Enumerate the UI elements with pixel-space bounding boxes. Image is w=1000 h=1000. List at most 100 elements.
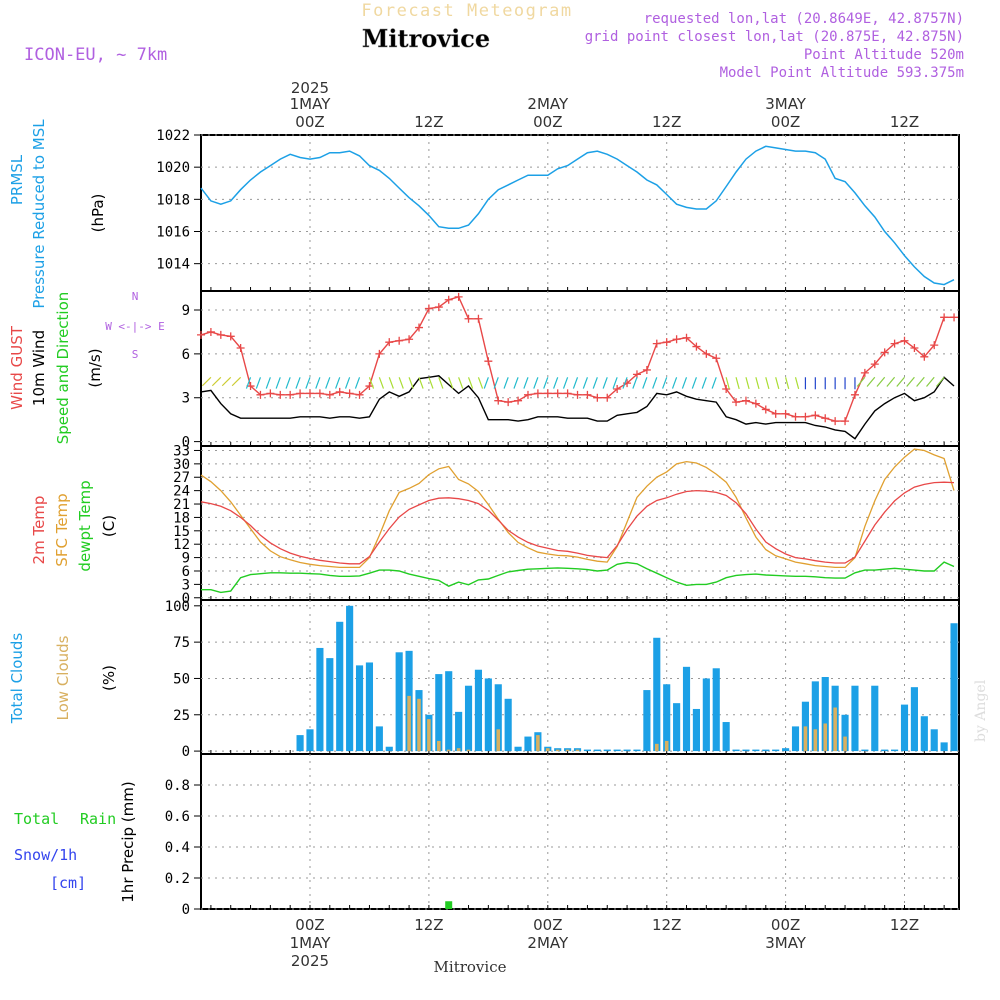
total-cloud-bar [762, 749, 770, 752]
total-cloud-bar [514, 746, 522, 752]
total-cloud-bar [742, 749, 750, 752]
y-tick-label: 6 [182, 347, 190, 363]
wind-dir-arrow [856, 376, 866, 387]
wind-dir-arrow [735, 377, 740, 390]
wind-dir-arrow [368, 377, 375, 389]
low-cloud-bar [437, 740, 441, 752]
temp-unit-label: (C) [100, 515, 118, 537]
total-cloud-bar [732, 749, 740, 752]
wind-dir-arrow [255, 377, 262, 389]
wind-dir-arrow [265, 377, 271, 389]
wind-dir-arrow [701, 377, 707, 389]
time-bottom-label: 00Z [295, 916, 324, 934]
wind-dir-label: Speed and Direction [54, 292, 72, 445]
pressure-label-prmsl: PRMSL [8, 154, 26, 205]
clouds-unit-label: (%) [100, 665, 118, 691]
low-cloud-bar [843, 736, 847, 752]
y-tick-label: 18 [173, 510, 190, 526]
wind-dir-arrow [642, 377, 648, 389]
compass-north: N [132, 290, 139, 303]
wind-gust-marker [464, 314, 473, 323]
total-clouds-label: Total Clouds [8, 633, 26, 725]
wind-gust-marker [325, 390, 334, 399]
low-cloud-bar [823, 723, 828, 752]
total-cloud-bar [811, 681, 819, 752]
wind-gust-marker [305, 389, 314, 398]
wind-dir-arrow [477, 377, 484, 389]
wind-gust-marker [771, 409, 780, 418]
wind-gust-marker [444, 295, 453, 304]
wind-dir-arrow [711, 377, 717, 389]
total-cloud-bar [791, 726, 800, 752]
wind-gust-marker [890, 339, 899, 348]
wind-gust-marker [751, 399, 760, 408]
wind-dir-arrow [493, 377, 499, 389]
time-top-label: 3MAY [765, 95, 807, 113]
total-cloud-bar [504, 698, 512, 752]
total-cloud-bar [940, 742, 948, 752]
wind-dir-arrow [896, 376, 905, 387]
wind-dir-arrow [245, 377, 252, 389]
time-bottom-label: 1MAY [290, 934, 332, 952]
wind-gust-marker [910, 344, 919, 353]
wind-gust-marker [335, 387, 344, 396]
wind-gust-marker [296, 389, 305, 398]
time-top-label: 12Z [652, 113, 681, 131]
footer-location: Mitrovice [434, 958, 507, 976]
wind-gust-marker [652, 339, 661, 348]
time-bottom-label: 12Z [890, 916, 919, 934]
time-bottom-label: 2025 [291, 952, 329, 970]
y-tick-label: 0 [182, 744, 190, 760]
wind-gust-marker [286, 390, 295, 399]
wind-gust-marker [603, 393, 612, 402]
wind-gust-marker [405, 335, 414, 344]
y-tick-label: 25 [173, 708, 190, 724]
model-label: ICON-EU, ~ 7km [24, 45, 167, 65]
wind-dir-arrow [562, 377, 569, 389]
wind-gust-marker [315, 389, 324, 398]
wind-dir-arrow [662, 377, 668, 389]
wind-gust-marker [632, 370, 641, 379]
y-tick-label: 9 [182, 303, 190, 319]
compass-west-east: W <-|-> E [105, 320, 165, 333]
y-tick-label: 12 [173, 537, 190, 553]
time-top-label: 1MAY [290, 95, 332, 113]
wind-dir-arrow [305, 377, 311, 389]
total-cloud-bar [900, 704, 909, 752]
total-cloud-bar [336, 621, 344, 752]
y-tick-label: 0 [182, 435, 190, 451]
total-cloud-bar [920, 716, 928, 752]
total-cloud-bar [663, 684, 671, 752]
wind-dir-arrow [794, 377, 800, 390]
y-tick-label: 21 [173, 497, 190, 513]
low-cloud-bar [803, 726, 808, 752]
wind-dir-arrow [916, 376, 925, 387]
y-tick-label: 0.6 [165, 809, 190, 825]
wind-dir-arrow [503, 377, 509, 389]
total-cloud-bar [950, 623, 958, 752]
total-cloud-bar [306, 729, 314, 752]
wind-dir-arrow [553, 377, 559, 389]
wind-dir-arrow [448, 377, 454, 389]
wind-gust-marker [236, 344, 245, 353]
wind-gust-marker [583, 390, 592, 399]
total-cloud-bar [861, 749, 869, 752]
wind-gust-marker [226, 332, 235, 341]
wind-dir-arrow [691, 377, 697, 389]
time-top-label: 2MAY [527, 95, 569, 113]
time-top-year: 2025 [291, 79, 329, 97]
time-top-label: 00Z [771, 113, 800, 131]
precip-total-label: Total [14, 810, 59, 828]
wind-gust-marker [831, 417, 840, 426]
wind-gust-marker [741, 396, 750, 405]
panel-frame-precip [200, 753, 960, 910]
precip-rain-label: Rain [80, 810, 116, 828]
wind-gust-marker [940, 313, 949, 322]
y-tick-label: 1014 [156, 257, 190, 273]
panel-frame-temperature [200, 445, 960, 601]
watermark: by Angel [973, 679, 989, 742]
total-cloud-bar [296, 735, 304, 752]
total-cloud-bar [494, 684, 502, 752]
low-cloud-bar [575, 749, 580, 752]
total-cloud-bar [435, 674, 443, 752]
